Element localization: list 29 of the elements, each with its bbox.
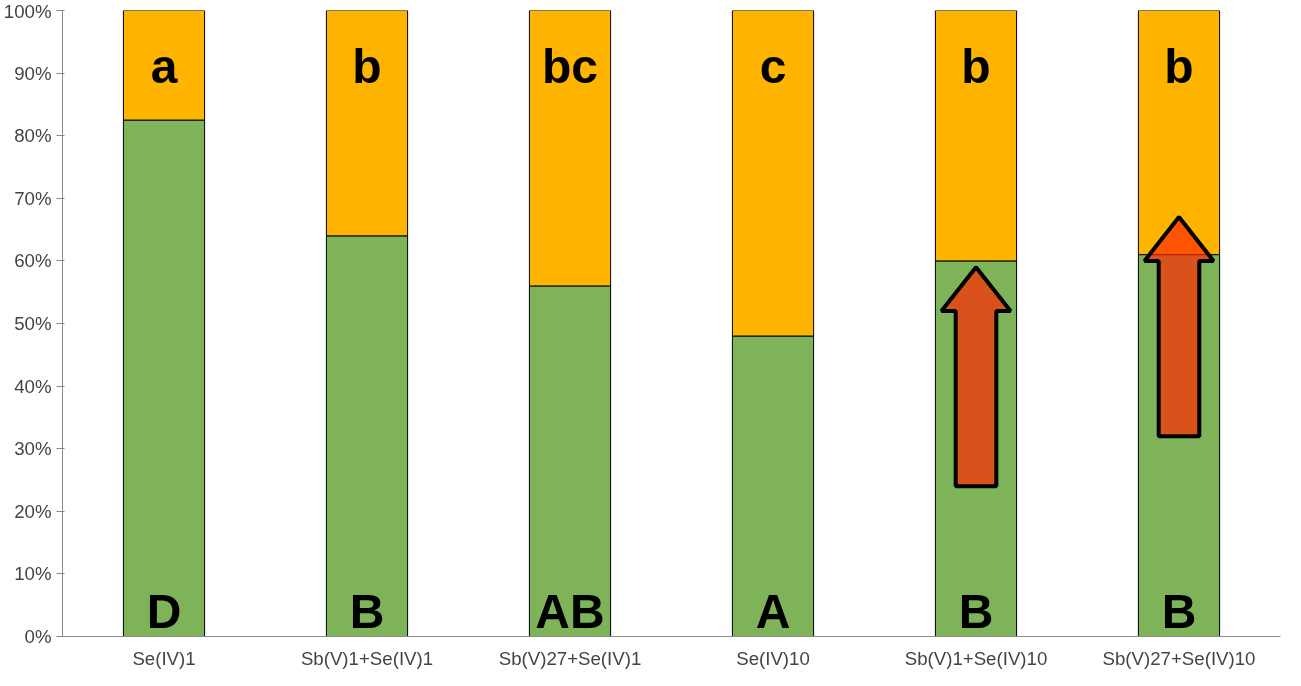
annotation: B: [349, 584, 385, 638]
y-tick-label: 20%: [14, 500, 52, 522]
x-tick-label: Se(IV)10: [736, 647, 810, 669]
y-tick-label: 40%: [14, 375, 52, 397]
annotation: B: [958, 584, 994, 638]
x-tick-label: Sb(V)27+Se(IV)10: [1102, 647, 1256, 669]
y-tick-label: 90%: [14, 62, 52, 84]
x-tick-label: Sb(V)27+Se(IV)1: [498, 647, 642, 669]
annotation: b: [961, 40, 991, 94]
annotation: a: [150, 40, 178, 94]
y-tick-label: 10%: [14, 563, 52, 585]
y-tick-label: 70%: [14, 187, 52, 209]
annotation: D: [146, 584, 182, 638]
annotation: AB: [535, 584, 605, 638]
y-tick-label: 80%: [14, 125, 52, 147]
annotation: c: [759, 40, 787, 94]
annotation: B: [1161, 584, 1197, 638]
y-tick-label: 50%: [14, 313, 52, 334]
annotation: bc: [541, 40, 599, 94]
x-tick-label: Sb(V)1+Se(IV)1: [300, 647, 434, 669]
x-tick-label: Sb(V)1+Se(IV)10: [904, 647, 1048, 669]
annotation: A: [755, 584, 791, 638]
y-tick-label: 0%: [24, 626, 52, 647]
x-tick-label: Se(IV)1: [132, 647, 196, 669]
annotation: b: [1164, 40, 1194, 94]
y-tick-label: 100%: [3, 0, 52, 22]
annotation: b: [352, 40, 382, 94]
y-tick-label: 60%: [14, 250, 52, 272]
y-tick-label: 30%: [14, 438, 52, 460]
